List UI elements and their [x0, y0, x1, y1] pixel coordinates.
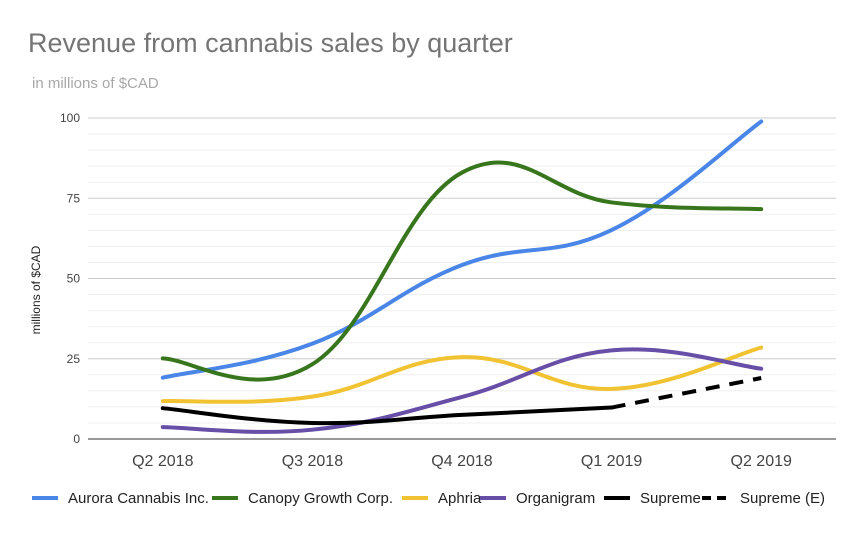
legend-item: Supreme: [602, 487, 701, 509]
y-tick-label: 100: [60, 111, 80, 125]
y-tick-label: 50: [67, 272, 81, 286]
legend-item: Aurora Cannabis Inc.: [30, 487, 209, 509]
x-tick-label: Q4 2018: [431, 453, 492, 470]
x-tick-label: Q1 2019: [581, 453, 642, 470]
legend-item: Aphria: [400, 487, 481, 509]
x-tick-label: Q2 2018: [132, 453, 193, 470]
y-tick-label: 25: [67, 352, 81, 366]
legend-swatch: [604, 496, 630, 500]
y-tick-label: 0: [73, 432, 80, 446]
chart-title: Revenue from cannabis sales by quarter: [28, 28, 513, 58]
legend-swatch: [32, 496, 58, 500]
series-line-supreme-e: [611, 376, 762, 410]
series-line-aurora-cannabis-inc: [160, 119, 764, 380]
legend-label: Canopy Growth Corp.: [248, 489, 394, 507]
legend-swatch: [480, 496, 506, 500]
series-line-supreme: [160, 405, 614, 426]
legend-item: Canopy Growth Corp.: [210, 487, 393, 509]
y-tick-label: 75: [67, 191, 81, 205]
legend-swatch: [402, 496, 428, 500]
x-tick-label: Q3 2018: [282, 453, 343, 470]
legend-item: Supreme (E): [702, 487, 825, 509]
series-line-aphria: [160, 345, 764, 404]
legend-label: Supreme: [640, 489, 701, 507]
chart-subtitle: in millions of $CAD: [32, 75, 159, 92]
legend-label: Supreme (E): [740, 489, 826, 507]
legend-swatch: [212, 496, 238, 500]
legend-item: Organigram: [478, 487, 595, 509]
legend-label: Aphria: [438, 489, 482, 507]
legend-swatch: [702, 496, 730, 500]
series-line-organigram: [160, 347, 764, 434]
chart-legend: Aurora Cannabis Inc. Canopy Growth Corp. A…: [0, 487, 862, 509]
series-line-canopy-growth-corp: [160, 160, 764, 382]
legend-label: Organigram: [516, 489, 596, 507]
x-tick-label: Q2 2019: [731, 453, 792, 470]
legend-label: Aurora Cannabis Inc.: [68, 489, 209, 507]
